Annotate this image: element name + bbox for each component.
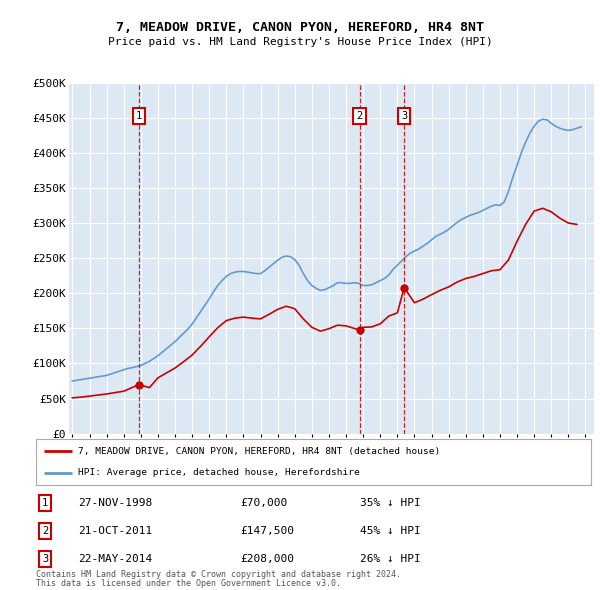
Text: 1: 1 [42, 498, 48, 507]
Text: 45% ↓ HPI: 45% ↓ HPI [360, 526, 421, 536]
Text: Contains HM Land Registry data © Crown copyright and database right 2024.: Contains HM Land Registry data © Crown c… [36, 570, 401, 579]
Text: £70,000: £70,000 [240, 498, 287, 507]
Text: £208,000: £208,000 [240, 555, 294, 564]
Text: 27-NOV-1998: 27-NOV-1998 [78, 498, 152, 507]
Text: 2: 2 [42, 526, 48, 536]
Text: 3: 3 [401, 111, 407, 121]
Text: 7, MEADOW DRIVE, CANON PYON, HEREFORD, HR4 8NT (detached house): 7, MEADOW DRIVE, CANON PYON, HEREFORD, H… [77, 447, 440, 456]
Text: 7, MEADOW DRIVE, CANON PYON, HEREFORD, HR4 8NT: 7, MEADOW DRIVE, CANON PYON, HEREFORD, H… [116, 21, 484, 34]
Text: 2: 2 [356, 111, 363, 121]
Text: 1: 1 [136, 111, 142, 121]
Text: This data is licensed under the Open Government Licence v3.0.: This data is licensed under the Open Gov… [36, 579, 341, 588]
Text: 22-MAY-2014: 22-MAY-2014 [78, 555, 152, 564]
Text: HPI: Average price, detached house, Herefordshire: HPI: Average price, detached house, Here… [77, 468, 359, 477]
Text: 21-OCT-2011: 21-OCT-2011 [78, 526, 152, 536]
Text: Price paid vs. HM Land Registry's House Price Index (HPI): Price paid vs. HM Land Registry's House … [107, 37, 493, 47]
Text: £147,500: £147,500 [240, 526, 294, 536]
Text: 35% ↓ HPI: 35% ↓ HPI [360, 498, 421, 507]
Text: 3: 3 [42, 555, 48, 564]
Text: 26% ↓ HPI: 26% ↓ HPI [360, 555, 421, 564]
